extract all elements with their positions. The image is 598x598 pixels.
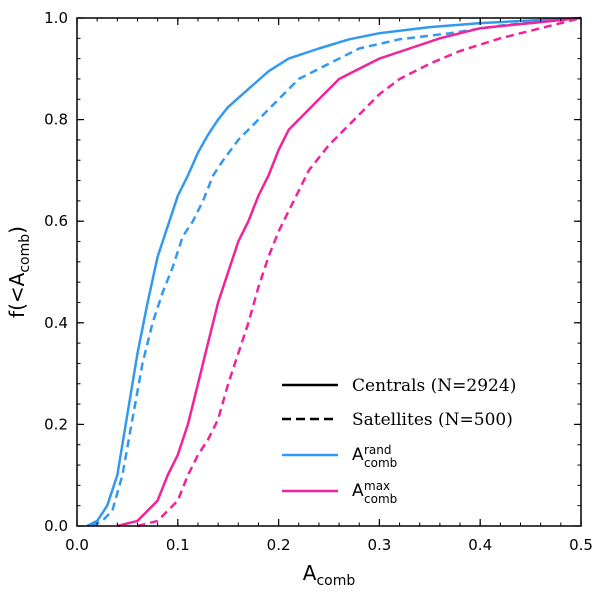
x-axis-label: Acomb <box>303 561 356 589</box>
plot-frame <box>76 17 582 527</box>
y-tick-label: 0.8 <box>44 111 68 129</box>
x-tick-label: 0.0 <box>65 536 89 554</box>
legend-label-rand: Arand comb <box>352 443 397 470</box>
series-line-2 <box>116 16 582 528</box>
x-tick-label: 0.1 <box>166 536 190 554</box>
y-axis-label: f(<Acomb) <box>5 226 33 318</box>
y-tick-label: 1.0 <box>44 9 68 27</box>
tick-labels: 0.0 0.1 0.2 0.3 0.4 0.5 0.0 0.2 0.4 0.6 0.8 1.0 <box>44 9 593 554</box>
legend-label-max: Amax comb <box>352 479 397 506</box>
axis-ticks <box>76 17 582 527</box>
x-tick-label: 0.4 <box>468 536 492 554</box>
x-tick-label: 0.2 <box>267 536 291 554</box>
series-line-1 <box>91 16 582 528</box>
y-tick-label: 0.6 <box>44 212 68 230</box>
legend-label-centrals: Centrals (N=2924) <box>352 376 516 396</box>
y-tick-label: 0.0 <box>44 517 68 535</box>
legend-label-satellites: Satellites (N=500) <box>352 410 513 430</box>
y-tick-label: 0.4 <box>44 314 68 332</box>
y-tick-label: 0.2 <box>44 415 68 433</box>
x-tick-label: 0.3 <box>367 536 391 554</box>
plot-area <box>86 16 582 528</box>
legend: Centrals (N=2924) Satellites (N=500) Ara… <box>282 376 516 506</box>
series-line-0 <box>86 16 582 528</box>
x-tick-label: 0.5 <box>569 536 593 554</box>
